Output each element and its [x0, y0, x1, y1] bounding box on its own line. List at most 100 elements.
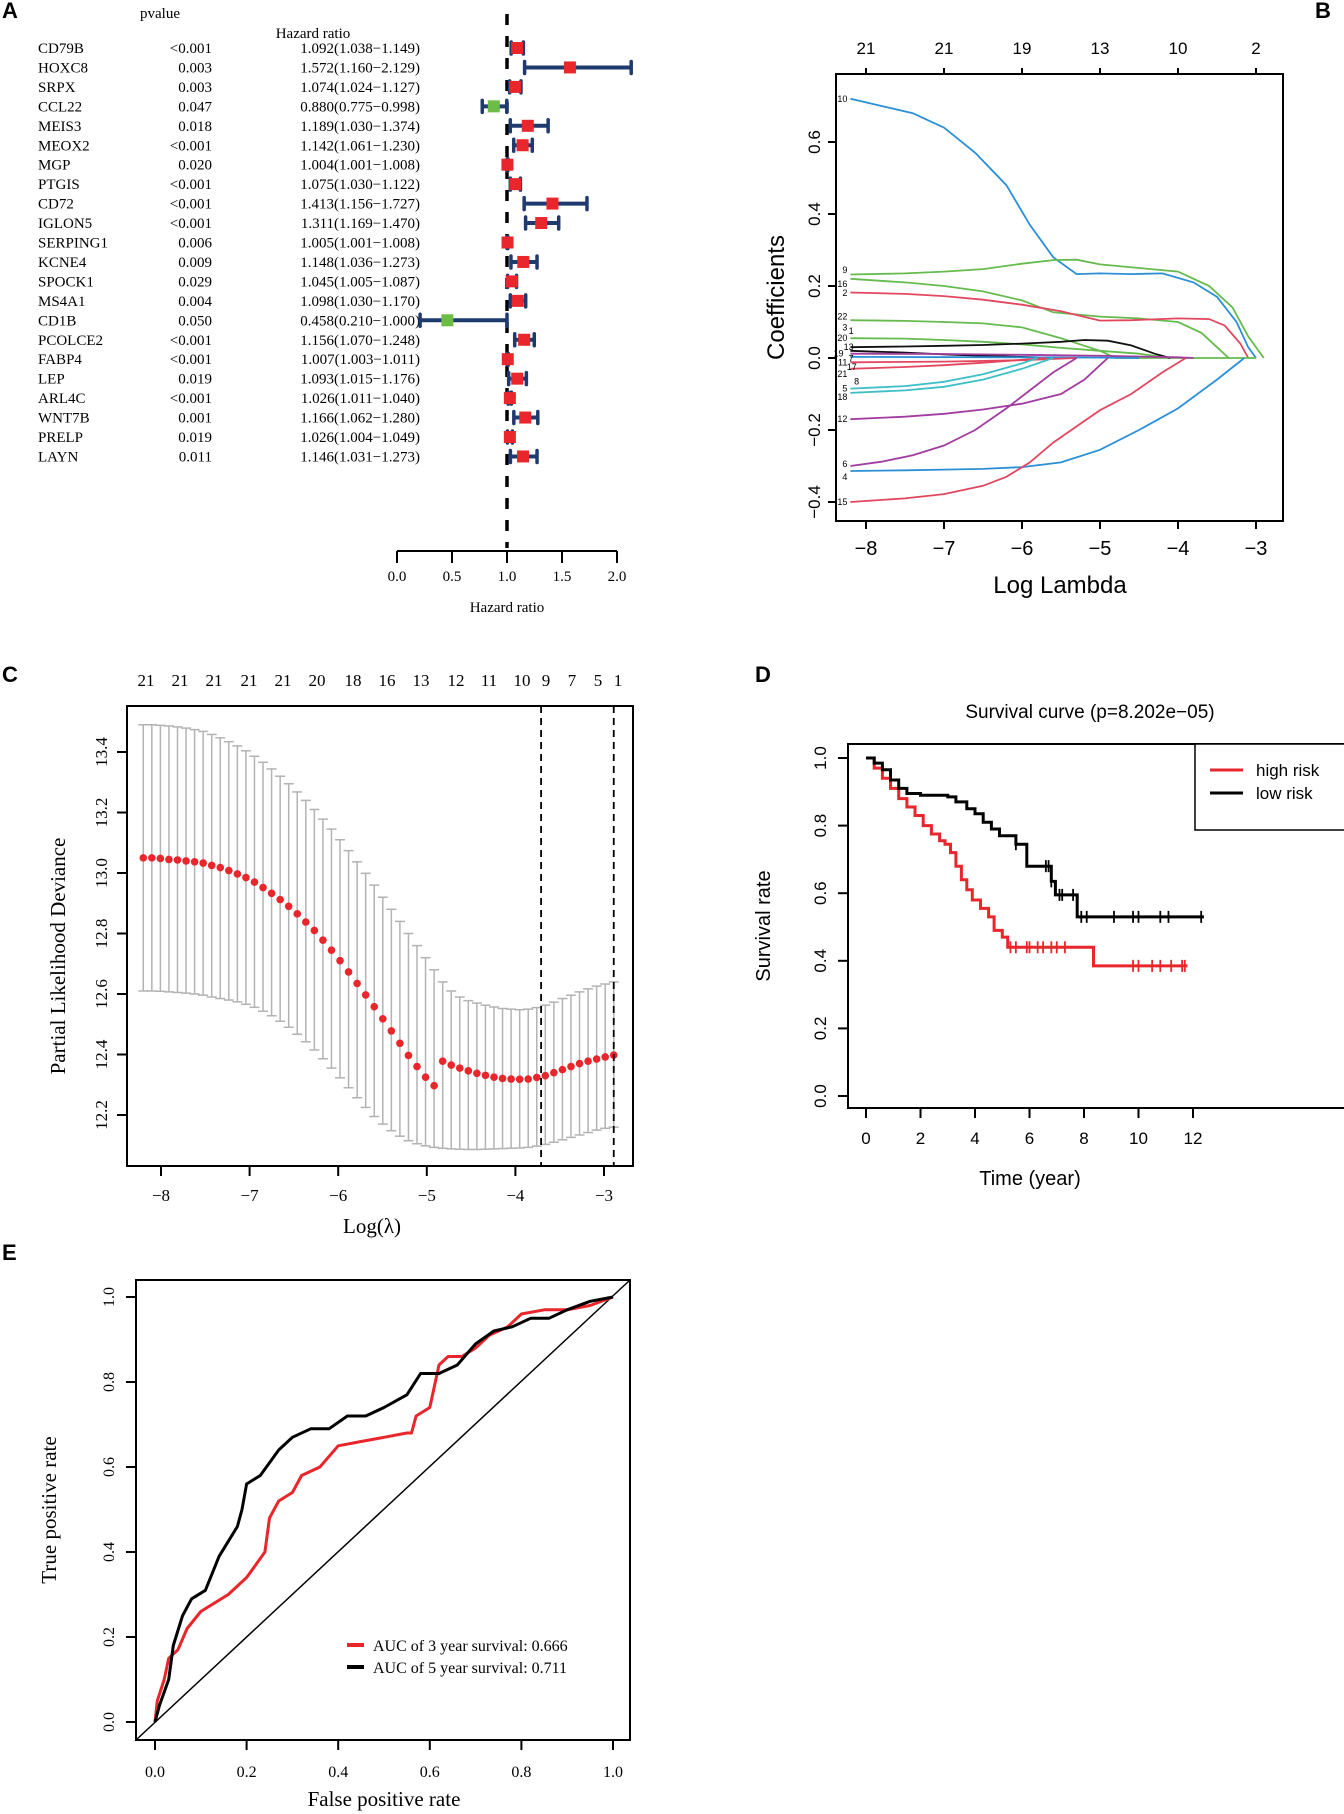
y-tick-label: −0.2 — [805, 413, 824, 447]
gene-label: WNT7B — [38, 411, 90, 427]
x-tick-label: 0.4 — [328, 1764, 348, 1781]
hr-point-marker — [441, 314, 454, 327]
hazard-ratio-cell: 1.156(1.070−1.248) — [300, 333, 420, 349]
y-tick-label: 0.4 — [805, 202, 824, 226]
hr-point-marker — [505, 275, 518, 288]
pvalue-cell: <0.001 — [170, 197, 212, 213]
y-tick-label: 0.8 — [811, 814, 830, 838]
pvalue-cell: <0.001 — [170, 41, 212, 57]
hazard-ratio-cell: 0.880(0.775−0.998) — [300, 99, 420, 115]
pvalue-cell: 0.029 — [178, 274, 212, 290]
hr-point-marker — [501, 158, 514, 171]
coefficient-path — [850, 357, 1054, 394]
gene-label: LEP — [38, 372, 65, 388]
column-header-hazard-ratio: Hazard ratio — [276, 26, 351, 42]
x-tick-label: 0.8 — [511, 1764, 531, 1781]
x-tick-label: −8 — [152, 1186, 170, 1205]
deviance-point — [165, 855, 173, 864]
pvalue-cell: 0.006 — [178, 236, 212, 252]
pvalue-cell: <0.001 — [170, 216, 212, 232]
deviance-point — [310, 926, 319, 935]
panel-letter-e: E — [2, 1240, 17, 1265]
x-axis-title: Log(λ) — [343, 1214, 401, 1238]
high-risk-curve — [866, 756, 1188, 968]
top-axis-label: 1 — [614, 671, 623, 690]
path-label: 2 — [842, 288, 847, 298]
column-header-pvalue: pvalue — [140, 6, 180, 22]
hr-point-marker — [509, 80, 522, 93]
deviance-point — [430, 1081, 438, 1090]
deviance-point — [259, 883, 267, 892]
deviance-point — [387, 1027, 396, 1035]
y-tick-label: 13.2 — [92, 798, 111, 828]
top-axis-label: 10 — [514, 671, 531, 690]
top-axis-label: 21 — [275, 671, 292, 690]
panel-letter-d: D — [755, 662, 771, 687]
top-axis-label: 11 — [481, 671, 497, 690]
hazard-ratio-cell: 1.413(1.156−1.727) — [300, 197, 420, 213]
top-axis-label: 21 — [172, 671, 189, 690]
pvalue-cell: 0.009 — [178, 255, 212, 271]
hr-point-marker — [517, 450, 530, 463]
pvalue-cell: 0.004 — [178, 294, 212, 310]
hr-point-marker — [519, 411, 532, 424]
legend-label: AUC of 3 year survival: 0.666 — [373, 1638, 568, 1655]
path-label: 12 — [837, 414, 847, 424]
roc-curve-plot: AUC of 3 year survival: 0.666 AUC of 5 ye… — [37, 1279, 631, 1811]
x-tick-label: 1.5 — [553, 569, 572, 585]
gene-label: LAYN — [38, 449, 78, 465]
low-risk-curve — [866, 756, 1204, 919]
gene-label: CD1B — [38, 313, 76, 329]
x-tick-label: 0.6 — [420, 1764, 440, 1781]
legend-box — [1194, 743, 1344, 831]
coefficient-path — [850, 357, 1109, 421]
y-tick-label: 12.6 — [92, 979, 111, 1009]
coefficient-path — [850, 352, 1194, 359]
y-tick-label: 13.0 — [92, 858, 111, 888]
hr-point-marker — [503, 392, 516, 405]
deviance-point — [233, 870, 242, 878]
top-axis-label: 21 — [138, 671, 155, 690]
deviance-point — [327, 946, 336, 954]
path-label: 5 — [842, 384, 847, 394]
deviance-point — [225, 866, 233, 875]
deviance-point — [319, 936, 327, 944]
deviance-point — [404, 1051, 413, 1060]
x-tick-label: 2.0 — [608, 569, 627, 585]
hazard-ratio-cell: 1.572(1.160−2.129) — [300, 60, 420, 76]
deviance-point — [139, 854, 148, 862]
hazard-ratio-cell: 1.166(1.062−1.280) — [300, 411, 420, 427]
hazard-ratio-cell: 0.458(0.210−1.000) — [300, 313, 420, 329]
coefficient-path — [850, 97, 1257, 359]
coefficient-path — [850, 357, 1245, 472]
x-tick-label: 0.5 — [443, 569, 462, 585]
y-tick-label: 0.2 — [805, 274, 824, 298]
hr-point-marker — [516, 139, 529, 152]
deviance-point — [156, 854, 165, 863]
hr-point-marker — [521, 119, 534, 132]
path-label: 16 — [837, 279, 847, 289]
y-tick-label: 13.4 — [92, 737, 111, 767]
gene-label: SPOCK1 — [38, 274, 94, 290]
hazard-ratio-cell: 1.007(1.003−1.011) — [301, 352, 420, 368]
panel-letter-c: C — [2, 662, 18, 687]
deviance-point — [353, 979, 361, 988]
y-axis-title: Survival rate — [753, 870, 775, 981]
coefficient-path — [850, 291, 1249, 359]
deviance-point — [207, 861, 216, 870]
gene-label: ARL4C — [38, 391, 86, 407]
x-tick-label: 6 — [1025, 1129, 1034, 1148]
pvalue-cell: 0.011 — [179, 449, 212, 465]
y-tick-label: 0.0 — [101, 1712, 118, 1732]
x-tick-label: 1.0 — [498, 569, 517, 585]
y-tick-label: 12.8 — [92, 919, 111, 949]
path-label: 9 — [842, 265, 847, 275]
x-axis-title: Time (year) — [979, 1168, 1080, 1190]
top-axis-label: 20 — [309, 671, 326, 690]
deviance-point — [524, 1075, 533, 1083]
deviance-point — [421, 1073, 430, 1081]
x-tick-label: 12 — [1184, 1129, 1203, 1148]
top-axis-label: 21 — [935, 39, 954, 58]
hr-point-marker — [509, 178, 522, 191]
pvalue-cell: 0.019 — [178, 372, 212, 388]
